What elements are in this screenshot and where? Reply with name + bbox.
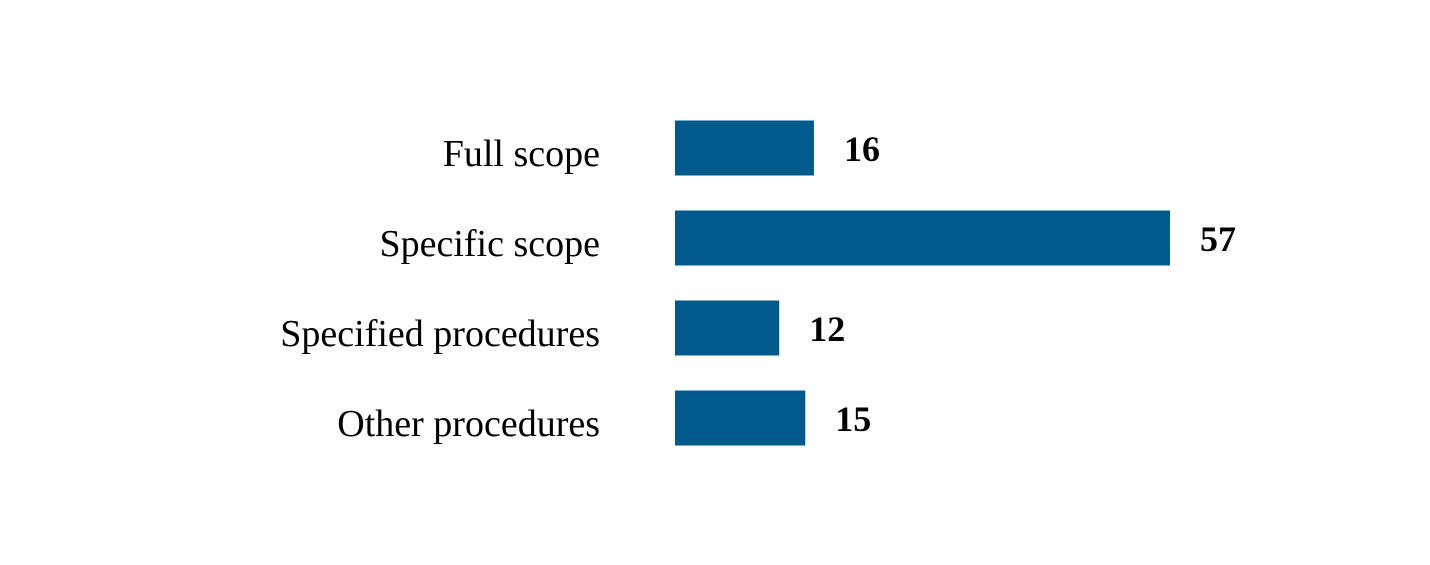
- data-label: 16: [844, 129, 880, 169]
- data-label: 15: [835, 399, 871, 439]
- category-label: Specified procedures: [280, 313, 600, 355]
- bar: [675, 210, 1170, 266]
- category-label: Full scope: [443, 133, 600, 175]
- data-label: 57: [1200, 219, 1236, 259]
- bar: [675, 120, 814, 176]
- bar: [675, 300, 780, 356]
- bars-group: [675, 120, 1170, 446]
- data-label: 12: [809, 309, 845, 349]
- category-label: Specific scope: [379, 223, 600, 265]
- category-axis-labels: Full scope Specific scope Specified proced…: [280, 133, 600, 445]
- data-labels-group: 16 57 12 15: [809, 129, 1236, 439]
- category-label: Other procedures: [337, 403, 600, 445]
- bar: [675, 390, 806, 446]
